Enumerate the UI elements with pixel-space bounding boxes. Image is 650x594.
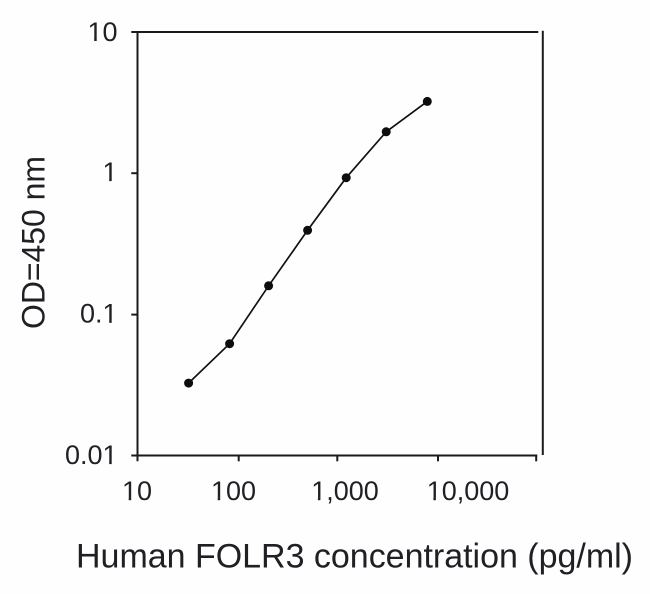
svg-text:10,000: 10,000 xyxy=(427,476,510,506)
svg-text:OD=450 nm: OD=450 nm xyxy=(15,156,51,329)
svg-text:0.1: 0.1 xyxy=(80,299,118,329)
svg-text:1: 1 xyxy=(102,157,117,187)
svg-text:100: 100 xyxy=(211,476,256,506)
svg-text:1,000: 1,000 xyxy=(311,476,379,506)
svg-text:10: 10 xyxy=(87,17,117,47)
svg-text:10: 10 xyxy=(122,476,152,506)
svg-text:0.01: 0.01 xyxy=(65,440,118,470)
svg-text:Human FOLR3 concentration (pg/: Human FOLR3 concentration (pg/ml) xyxy=(76,538,633,576)
